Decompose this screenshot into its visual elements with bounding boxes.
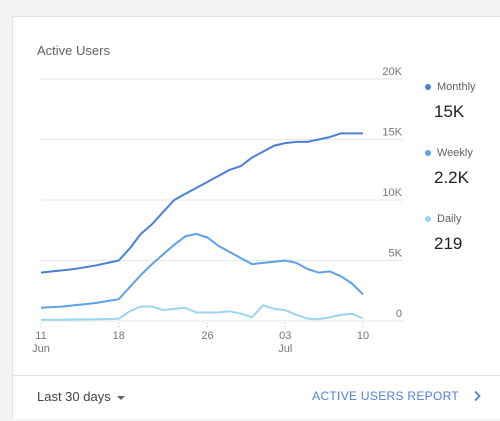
- legend-dot-daily: [425, 216, 431, 222]
- card-title: Active Users: [37, 43, 110, 58]
- x-tick-label: 26: [201, 330, 213, 342]
- date-range-dropdown[interactable]: Last 30 days: [37, 389, 125, 404]
- series-line-daily: [41, 304, 364, 321]
- legend-value-weekly: 2.2K: [434, 168, 469, 187]
- series-line-monthly: [40, 132, 363, 274]
- legend-item-weekly[interactable]: Weekly 2.2K: [425, 147, 497, 188]
- legend-dot-monthly: [425, 84, 431, 90]
- legend-dot-weekly: [425, 150, 431, 156]
- legend-value-daily: 219: [434, 234, 463, 253]
- legend-value-monthly: 15K: [434, 102, 465, 121]
- caret-down-icon: [116, 395, 125, 400]
- y-tick-label: 10K: [382, 187, 402, 199]
- y-tick-label: 20K: [382, 66, 402, 78]
- legend-item-daily[interactable]: Daily 219: [425, 213, 497, 254]
- chevron-right-icon: [474, 390, 481, 402]
- date-range-label: Last 30 days: [37, 389, 111, 404]
- legend-name-daily: Daily: [437, 213, 462, 225]
- x-tick-label: 11: [35, 330, 46, 342]
- y-tick-label: 0: [396, 308, 402, 320]
- series-line-weekly: [40, 232, 364, 309]
- legend-name-monthly: Monthly: [437, 81, 476, 93]
- active-users-card: Active Users 20K 15K 10K 5K 0 11 Jun 18 26 03 Jul 1…: [12, 16, 500, 419]
- x-tick-label: 03: [279, 330, 291, 342]
- y-tick-label: 15K: [382, 127, 402, 139]
- x-tick-sublabel: Jul: [278, 343, 292, 355]
- legend-item-monthly[interactable]: Monthly 15K: [425, 81, 497, 122]
- legend-name-weekly: Weekly: [437, 147, 473, 159]
- page-top-strip: [0, 0, 500, 16]
- report-link-label: ACTIVE USERS REPORT: [312, 389, 459, 403]
- y-tick-label: 5K: [389, 248, 403, 260]
- x-tick-label: 18: [113, 330, 125, 342]
- x-tick-label: 10: [357, 330, 369, 342]
- x-tick-sublabel: Jun: [32, 343, 50, 355]
- card-footer: Last 30 days ACTIVE USERS REPORT: [13, 375, 500, 421]
- active-users-report-link[interactable]: ACTIVE USERS REPORT: [312, 389, 483, 403]
